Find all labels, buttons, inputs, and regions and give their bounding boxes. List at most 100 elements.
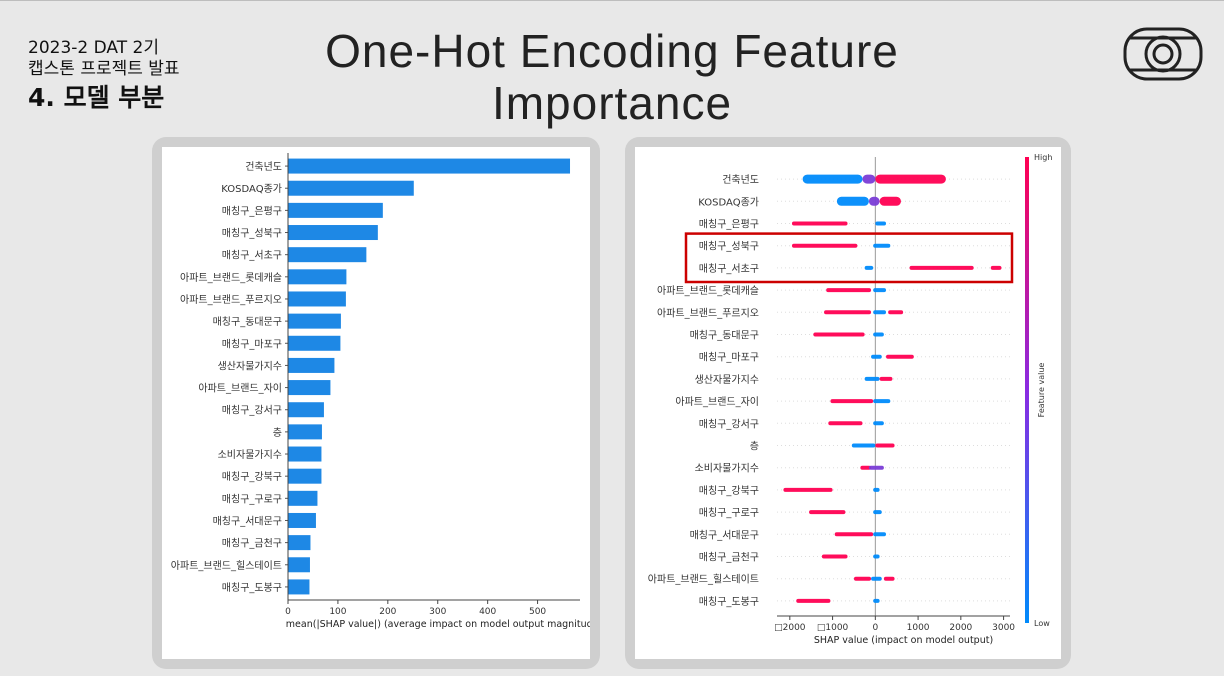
shap-x-tick-label: 3000 [992, 623, 1015, 633]
shap-category-label: 아파트_브랜드_롯데캐슬 [657, 285, 759, 297]
shap-point-cluster [851, 443, 876, 448]
bar-category-label: 매칭구_서초구 [222, 250, 282, 262]
bar [288, 313, 341, 329]
bar [288, 424, 322, 440]
bar-x-tick-label: 400 [479, 607, 496, 617]
bar-category-label: 소비자물가지수 [218, 449, 282, 461]
shap-point-cluster [791, 221, 848, 226]
bar-category-label: 아파트_브랜드_롯데캐슬 [180, 272, 282, 284]
bar-chart: 건축년도 KOSDAQ종가매칭구_은평구매칭구_성북구매칭구_서초구아파트_브랜드… [171, 153, 602, 630]
bar [288, 291, 346, 307]
shap-point-cluster [873, 510, 882, 515]
bar [288, 380, 331, 396]
highlight-box [684, 232, 1014, 284]
colorbar [1025, 157, 1029, 623]
shap-point-cluster [871, 354, 882, 359]
course-label: 2023-2 DAT 2기 [28, 38, 159, 58]
section-heading: 4. 모델 부분 [28, 83, 165, 112]
shap-point-cluster [990, 265, 1002, 270]
bar [288, 225, 378, 241]
bar-category-label: KOSDAQ종가 [221, 183, 282, 195]
shap-category-label: 아파트_브랜드_자이 [675, 396, 759, 408]
shap-point-cluster [875, 443, 895, 448]
shap-point-cluster [886, 354, 914, 359]
bar [288, 158, 571, 174]
shap-point-cluster [873, 554, 880, 559]
shap-point-cluster [873, 243, 891, 248]
bar-category-label: 아파트_브랜드_푸르지오 [180, 294, 282, 306]
bar-category-label: 생산자물가지수 [218, 360, 282, 372]
bar-category-label: 매칭구_구로구 [222, 493, 282, 505]
bar-category-label: 매칭구_도봉구 [222, 582, 282, 594]
shap-category-label: 매칭구_서대문구 [690, 529, 759, 541]
bar [288, 269, 347, 285]
shap-point-cluster [796, 598, 831, 603]
bar [288, 202, 383, 218]
presentation-label: 캡스톤 프로젝트 발표 [28, 59, 180, 79]
shap-point-cluster [783, 487, 833, 492]
colorbar-axis-label: Feature value [1037, 363, 1046, 418]
shap-category-label: 매칭구_동대문구 [690, 330, 759, 342]
shap-category-label: 매칭구_금천구 [699, 552, 759, 564]
shap-category-label: 매칭구_마포구 [699, 352, 759, 364]
shap-point-cluster [879, 196, 901, 206]
bar-x-tick-label: 500 [529, 607, 546, 617]
shap-category-label: KOSDAQ종가 [698, 196, 759, 208]
shap-point-cluster [873, 288, 887, 293]
bar-category-label: 매칭구_동대문구 [213, 316, 282, 328]
shap-point-cluster [873, 399, 891, 404]
shap-category-label: 아파트_브랜드_힐스테이트 [648, 573, 759, 586]
bar [288, 535, 311, 551]
shap-point-cluster [873, 332, 884, 337]
bar [288, 468, 322, 484]
shap-point-cluster [824, 310, 872, 315]
slide-title-line1: One-Hot Encoding Feature [325, 25, 899, 77]
shap-point-cluster [853, 576, 872, 581]
bar-category-label: 매칭구_서대문구 [213, 515, 282, 527]
colorbar-low-label: Low [1034, 619, 1050, 628]
shap-point-cluster [836, 196, 869, 206]
shap-category-label: 생산자물가지수 [695, 374, 759, 386]
shap-point-cluster [873, 598, 880, 603]
shap-chart-panel: 건축년도 KOSDAQ종가 매칭구_은평구 매칭구_성북구 매칭구_서초구 아파트_브랜드… [625, 137, 1071, 669]
shap-point-cluster [860, 465, 872, 470]
shap-point-cluster [909, 265, 974, 270]
shap-point-cluster [791, 243, 858, 248]
shap-point-cluster [834, 532, 874, 537]
shap-point-cluster [864, 265, 874, 270]
bar [288, 490, 318, 506]
shap-point-cluster [821, 554, 848, 559]
bar [288, 579, 310, 595]
shap-point-cluster [879, 376, 893, 381]
shap-category-label: 매칭구_서초구 [699, 263, 759, 275]
shap-x-tick-label: 0 [872, 623, 878, 633]
shap-category-label: 건축년도 [722, 174, 759, 186]
shap-point-cluster [875, 174, 946, 184]
bar-x-tick-label: 200 [379, 607, 396, 617]
shap-point-cluster [826, 288, 872, 293]
shap-category-label: 소비자물가지수 [695, 463, 759, 475]
top-divider [0, 0, 1224, 1]
shap-point-cluster [873, 532, 887, 537]
shap-category-label: 매칭구_구로구 [699, 507, 759, 519]
bar [288, 402, 324, 418]
shap-point-cluster [871, 576, 882, 581]
bar-category-label: 건축년도 [245, 161, 282, 173]
bar-category-label: 매칭구_금천구 [222, 538, 282, 550]
shap-point-cluster [868, 465, 884, 470]
shap-category-label: 아파트_브랜드_푸르지오 [657, 307, 759, 319]
shap-x-tick-label: 1000 [907, 623, 930, 633]
shap-point-cluster [883, 576, 895, 581]
shap-point-cluster [862, 174, 876, 184]
shap-category-label: 매칭구_강북구 [699, 485, 759, 497]
bar-x-tick-label: 100 [329, 607, 346, 617]
shap-point-cluster [864, 376, 880, 381]
slide-title-line2: Importance [491, 77, 733, 129]
shap-point-cluster [813, 332, 865, 337]
bar-x-tick-label: 300 [429, 607, 446, 617]
bar-category-label: 아파트_브랜드_힐스테이트 [171, 559, 282, 572]
bar-category-label: 층 [273, 427, 282, 439]
shap-category-label: 매칭구_도봉구 [699, 596, 759, 608]
colorbar-high-label: High [1034, 153, 1052, 162]
bar [288, 357, 335, 373]
